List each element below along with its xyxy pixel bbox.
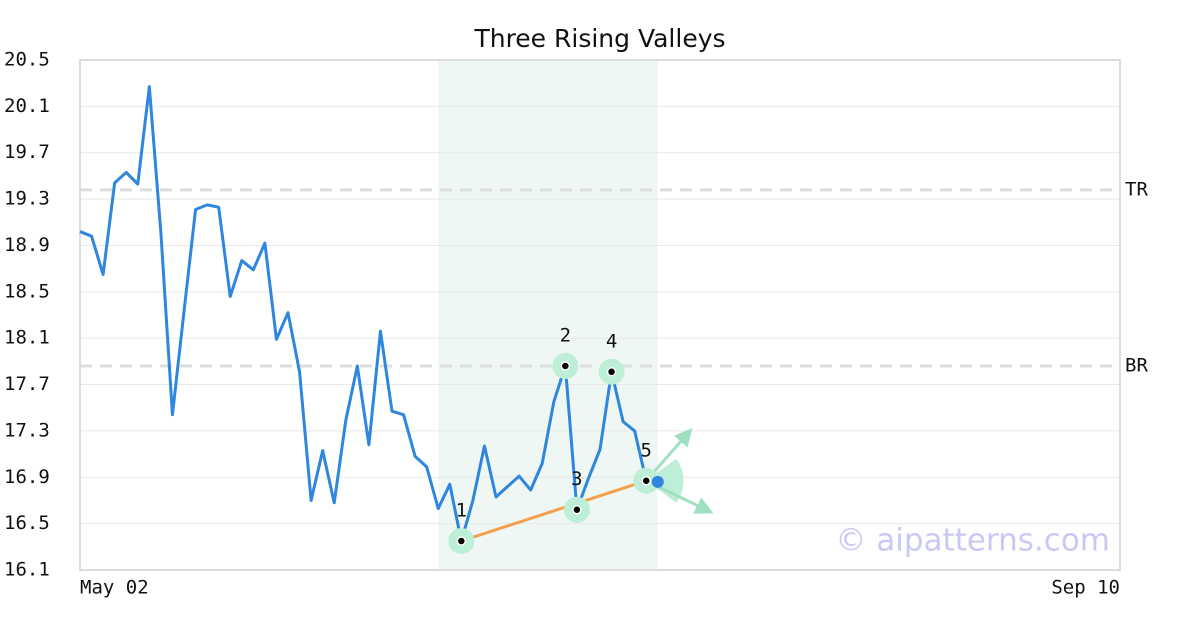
y-tick-label: 16.1 (4, 559, 50, 581)
y-tick-label: 20.5 (4, 49, 50, 71)
pattern-point (456, 536, 467, 546)
last-point (651, 475, 664, 488)
pattern-point (641, 476, 651, 486)
y-tick-label: 20.1 (4, 95, 50, 117)
pattern-label: 1 (456, 500, 467, 522)
pattern-point (606, 367, 617, 377)
y-tick-label: 19.7 (4, 141, 50, 163)
pattern-label: 4 (606, 330, 617, 352)
y-tick-label: 17.3 (4, 419, 50, 441)
projection-wedge (646, 458, 684, 503)
pattern-point (560, 361, 571, 371)
pattern-label: 5 (640, 439, 651, 461)
level-label: TR (1125, 178, 1148, 200)
plot-frame (79, 59, 1121, 571)
chart-title: Three Rising Valleys (473, 24, 725, 53)
y-tick-label: 18.1 (4, 327, 50, 349)
y-tick-label: 18.5 (4, 280, 50, 302)
pattern-point (572, 504, 582, 515)
y-tick-label: 17.7 (4, 373, 50, 395)
highlight-band (438, 60, 658, 570)
y-tick-label: 16.9 (4, 466, 50, 488)
trend-line (460, 479, 647, 543)
pattern-label: 2 (560, 325, 571, 347)
y-tick-label: 16.5 (4, 512, 50, 534)
pattern-label: 3 (571, 468, 582, 490)
level-label: BR (1125, 355, 1148, 377)
x-tick-label: Sep 10 (1051, 577, 1120, 599)
watermark: © aipatterns.com (835, 523, 1110, 559)
y-tick-label: 19.3 (4, 188, 50, 210)
x-tick-label: May 02 (80, 577, 149, 599)
y-tick-label: 18.9 (4, 234, 50, 256)
